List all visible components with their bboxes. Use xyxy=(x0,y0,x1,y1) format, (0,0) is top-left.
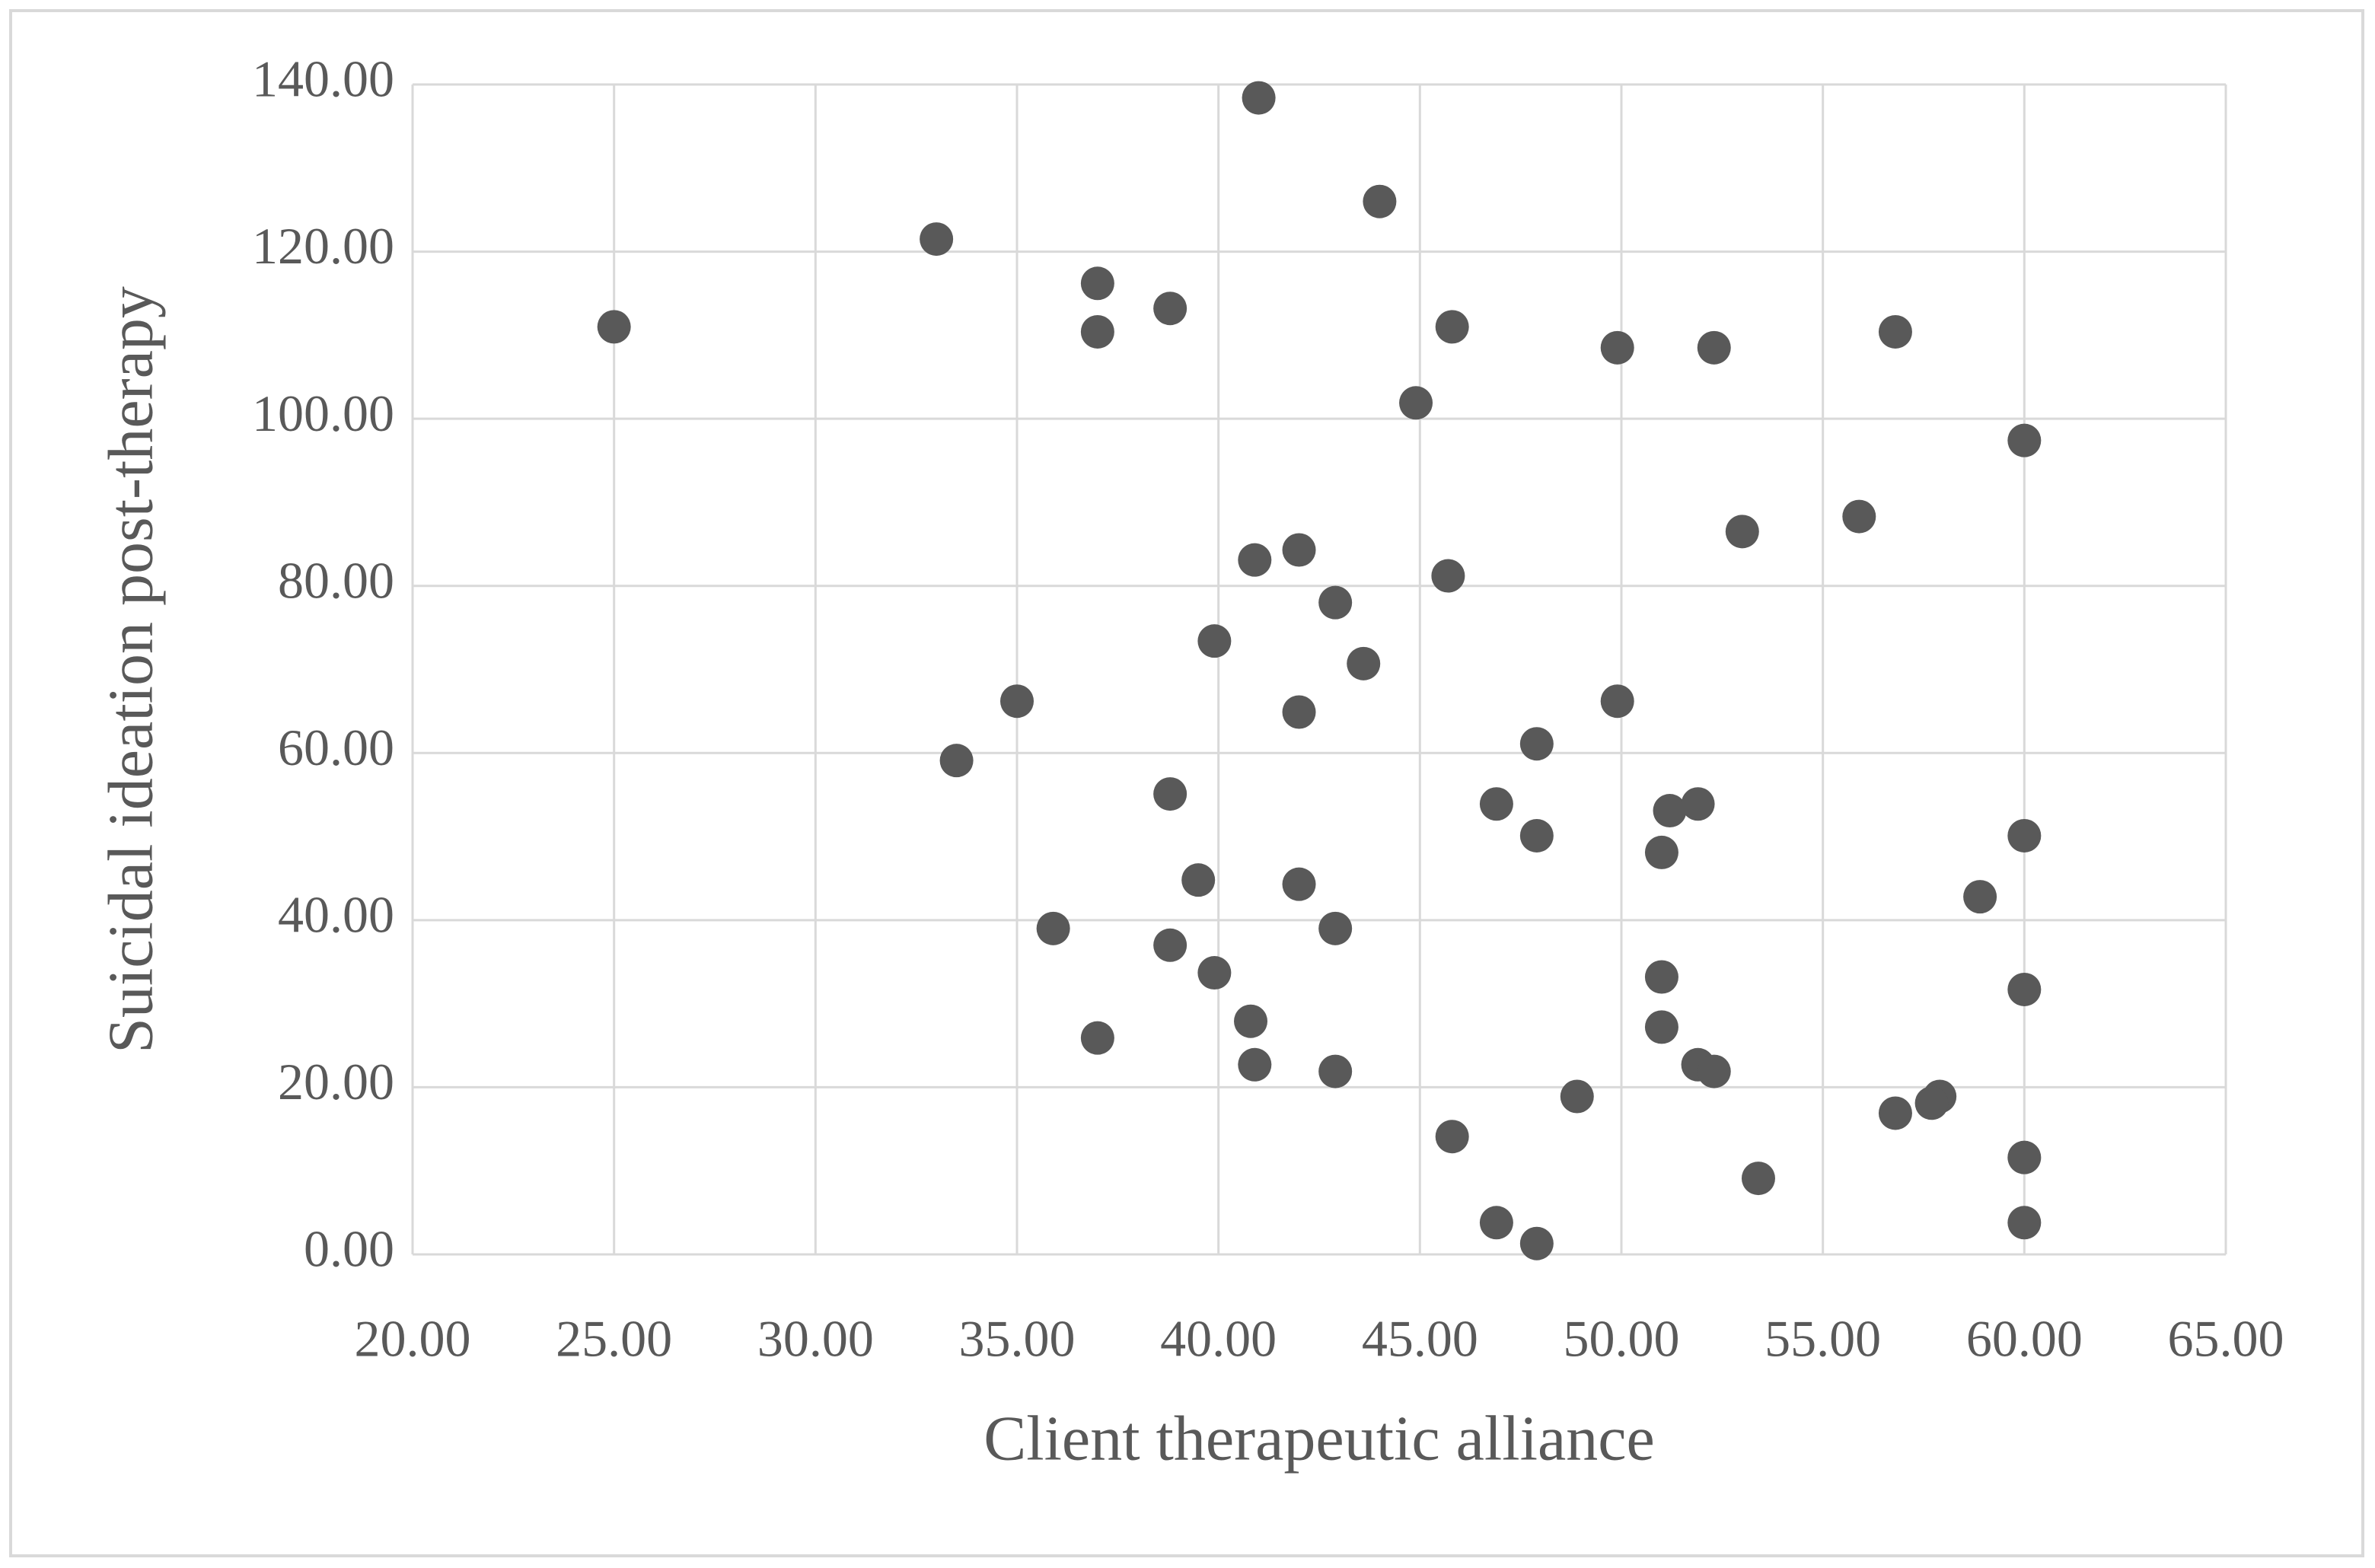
point xyxy=(2007,972,2042,1006)
point xyxy=(1318,585,1353,620)
point xyxy=(1697,330,1731,365)
point xyxy=(1080,314,1114,349)
point xyxy=(1197,956,1232,990)
point xyxy=(1914,1086,1949,1120)
y-tick-label: 80.00 xyxy=(278,551,394,609)
point xyxy=(1234,1004,1268,1038)
point xyxy=(1560,1079,1594,1114)
point xyxy=(1519,727,1554,761)
point xyxy=(1242,81,1276,115)
x-tick-label: 20.00 xyxy=(355,1310,471,1368)
point xyxy=(1153,292,1188,326)
point xyxy=(1479,1206,1513,1240)
point xyxy=(1431,559,1465,593)
point xyxy=(1282,533,1316,567)
y-axis-title: Suicidal ideation post-therapy xyxy=(95,286,166,1053)
point xyxy=(1347,646,1381,680)
x-tick-label: 40.00 xyxy=(1160,1310,1277,1368)
point xyxy=(1479,787,1513,821)
y-tick-label: 120.00 xyxy=(252,217,394,275)
point xyxy=(1238,1047,1272,1082)
point xyxy=(1399,386,1433,420)
point xyxy=(1153,777,1188,811)
point xyxy=(1153,928,1188,962)
point xyxy=(1197,624,1232,658)
point xyxy=(1435,1120,1469,1154)
point xyxy=(2007,1206,2042,1240)
y-tick-label: 100.00 xyxy=(252,384,394,442)
point xyxy=(1644,835,1678,869)
y-tick-label: 40.00 xyxy=(278,885,394,943)
point xyxy=(1363,184,1397,218)
point xyxy=(1318,911,1353,945)
point xyxy=(1644,960,1678,994)
x-tick-label: 30.00 xyxy=(757,1310,874,1368)
point xyxy=(2007,1140,2042,1174)
x-tick-label: 65.00 xyxy=(2168,1310,2284,1368)
x-tick-label: 60.00 xyxy=(1966,1310,2083,1368)
point xyxy=(1282,695,1316,729)
y-tick-label: 140.00 xyxy=(252,50,394,108)
point xyxy=(1282,867,1316,901)
chart-border xyxy=(9,9,2364,1557)
x-tick-label: 35.00 xyxy=(959,1310,1076,1368)
point xyxy=(1238,543,1272,577)
point xyxy=(1080,266,1114,301)
point xyxy=(1600,330,1634,365)
x-tick-label: 45.00 xyxy=(1362,1310,1478,1368)
point xyxy=(1644,1010,1678,1044)
point xyxy=(1519,818,1554,853)
point xyxy=(1878,1096,1912,1130)
point xyxy=(1036,911,1070,945)
point xyxy=(1842,499,1876,534)
y-tick-label: 20.00 xyxy=(278,1053,394,1111)
point xyxy=(1741,1162,1775,1196)
x-tick-label: 25.00 xyxy=(556,1310,672,1368)
point xyxy=(920,222,954,257)
point xyxy=(1181,863,1216,897)
point xyxy=(1681,787,1715,821)
point xyxy=(1963,880,1997,914)
y-tick-label: 0.00 xyxy=(304,1220,394,1278)
point xyxy=(2007,423,2042,457)
point xyxy=(597,310,631,344)
x-tick-label: 55.00 xyxy=(1765,1310,1881,1368)
x-tick-label: 50.00 xyxy=(1564,1310,1680,1368)
grid xyxy=(411,83,2227,1256)
point xyxy=(1600,684,1634,719)
y-tick-label: 60.00 xyxy=(278,719,394,776)
point xyxy=(1697,1054,1731,1088)
points xyxy=(597,81,2042,1260)
point xyxy=(1000,684,1034,719)
point xyxy=(1725,515,1759,549)
point xyxy=(2007,818,2042,853)
point xyxy=(1653,794,1687,828)
point xyxy=(1080,1021,1114,1055)
point xyxy=(1878,314,1912,349)
point xyxy=(1519,1226,1554,1260)
x-axis-title: Client therapeutic alliance xyxy=(983,1403,1655,1474)
point xyxy=(1318,1054,1353,1088)
point xyxy=(939,744,974,778)
point xyxy=(1435,310,1469,344)
